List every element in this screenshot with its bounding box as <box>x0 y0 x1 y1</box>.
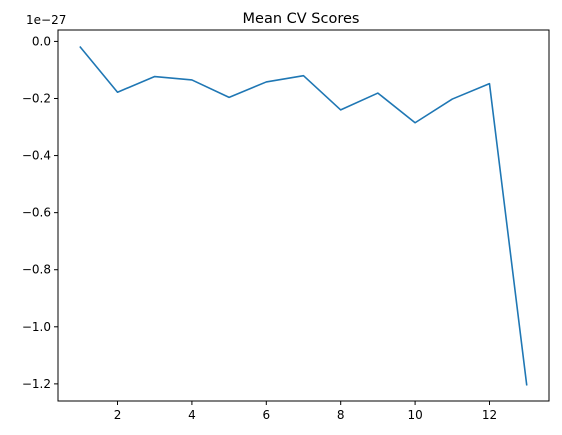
series-group <box>80 47 526 385</box>
y-tick-label: −0.6 <box>22 206 51 220</box>
plot-area: 0.0 −0.2 −0.4 −0.6 −0.8 −1.0 −1.2 2 4 6 8 10 12 <box>22 30 549 422</box>
y-tick-label: −0.4 <box>22 149 51 163</box>
series-line <box>80 47 526 385</box>
y-tick-label: −1.0 <box>22 320 51 334</box>
chart-title: Mean CV Scores <box>243 11 360 27</box>
y-tick-label: −1.2 <box>22 377 51 391</box>
x-tick-label: 2 <box>114 408 122 422</box>
x-tick-label: 10 <box>407 408 422 422</box>
y-tick-label: −0.8 <box>22 263 51 277</box>
y-axis-offset-label: 1e−27 <box>26 13 66 27</box>
y-axis: 0.0 −0.2 −0.4 −0.6 −0.8 −1.0 −1.2 <box>22 34 58 390</box>
x-tick-label: 6 <box>262 408 270 422</box>
x-tick-label: 12 <box>482 408 497 422</box>
y-tick-label: 0.0 <box>32 34 51 48</box>
y-tick-label: −0.2 <box>22 91 51 105</box>
x-tick-label: 4 <box>188 408 196 422</box>
x-tick-label: 8 <box>337 408 345 422</box>
x-axis: 2 4 6 8 10 12 <box>114 401 497 422</box>
